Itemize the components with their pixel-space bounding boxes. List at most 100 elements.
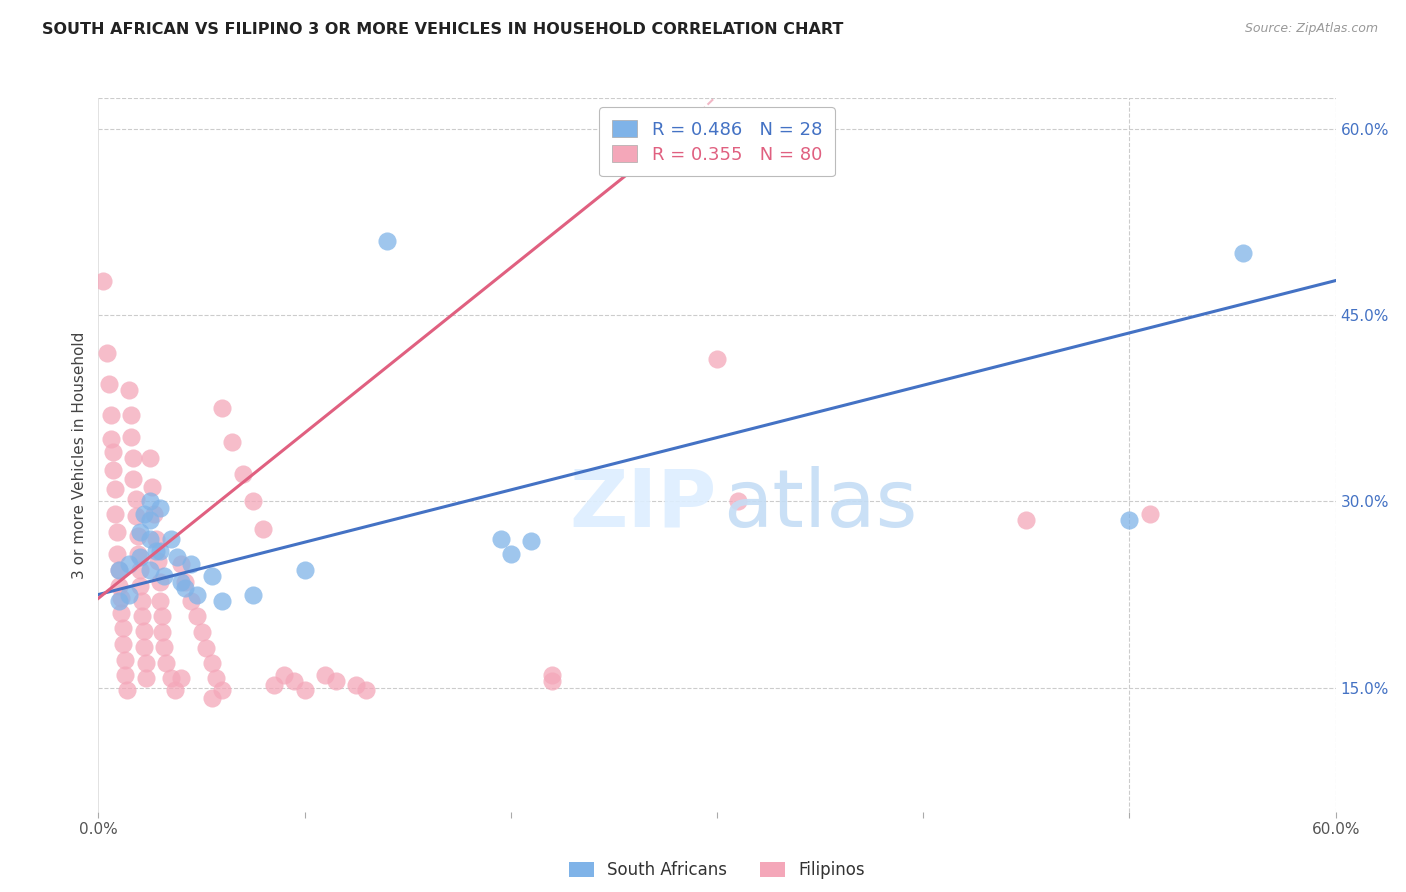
- Point: [211, 593, 233, 607]
- Point: [120, 408, 142, 422]
- Point: [159, 671, 181, 685]
- Point: [117, 683, 139, 698]
- Point: [150, 624, 173, 639]
- Point: [153, 640, 176, 654]
- Point: [141, 479, 163, 493]
- Point: [242, 494, 264, 508]
- Point: [135, 656, 157, 670]
- Point: [91, 274, 114, 288]
- Point: [139, 563, 162, 577]
- Point: [242, 588, 264, 602]
- Point: [143, 507, 166, 521]
- Point: [105, 525, 128, 540]
- Point: [159, 532, 181, 546]
- Point: [155, 656, 177, 670]
- Point: [232, 467, 254, 482]
- Point: [112, 637, 135, 651]
- Point: [489, 532, 512, 546]
- Point: [135, 671, 157, 685]
- Point: [132, 624, 155, 638]
- Point: [170, 557, 193, 571]
- Point: [100, 408, 122, 422]
- Point: [127, 529, 149, 543]
- Point: [153, 569, 176, 583]
- Point: [201, 690, 224, 705]
- Point: [122, 450, 145, 465]
- Point: [127, 547, 149, 561]
- Point: [148, 554, 170, 568]
- Point: [174, 575, 197, 590]
- Point: [139, 450, 162, 465]
- Point: [1139, 507, 1161, 521]
- Point: [139, 513, 162, 527]
- Point: [108, 579, 131, 593]
- Point: [221, 434, 243, 449]
- Point: [149, 575, 172, 590]
- Point: [114, 653, 136, 667]
- Point: [263, 678, 285, 692]
- Point: [110, 606, 132, 620]
- Point: [283, 674, 305, 689]
- Point: [101, 463, 124, 477]
- Point: [166, 550, 188, 565]
- Point: [541, 668, 564, 682]
- Point: [273, 668, 295, 682]
- Point: [201, 569, 224, 583]
- Text: atlas: atlas: [723, 466, 918, 544]
- Point: [211, 401, 233, 416]
- Point: [97, 376, 120, 391]
- Point: [124, 509, 146, 524]
- Point: [149, 500, 172, 515]
- Point: [118, 588, 141, 602]
- Point: [139, 494, 162, 508]
- Point: [375, 234, 398, 248]
- Point: [1118, 513, 1140, 527]
- Point: [131, 593, 153, 607]
- Point: [149, 544, 172, 558]
- Point: [118, 557, 141, 571]
- Point: [108, 563, 131, 577]
- Point: [128, 579, 150, 593]
- Point: [131, 608, 153, 623]
- Point: [122, 472, 145, 486]
- Point: [1232, 246, 1254, 260]
- Point: [128, 563, 150, 577]
- Point: [194, 640, 217, 655]
- Point: [344, 678, 367, 692]
- Point: [96, 345, 118, 359]
- Point: [101, 445, 124, 459]
- Point: [186, 608, 208, 623]
- Point: [128, 525, 150, 540]
- Point: [252, 522, 274, 536]
- Point: [145, 544, 167, 558]
- Point: [149, 593, 172, 607]
- Point: [499, 547, 522, 561]
- Point: [186, 588, 208, 602]
- Point: [108, 563, 131, 577]
- Y-axis label: 3 or more Vehicles in Household: 3 or more Vehicles in Household: [72, 331, 87, 579]
- Point: [211, 683, 233, 698]
- Point: [541, 674, 564, 689]
- Point: [132, 640, 155, 654]
- Point: [139, 532, 162, 546]
- Point: [325, 674, 347, 689]
- Point: [174, 582, 197, 596]
- Point: [170, 575, 193, 590]
- Point: [124, 491, 146, 506]
- Point: [205, 671, 228, 685]
- Point: [100, 433, 122, 447]
- Point: [170, 671, 193, 685]
- Point: [110, 591, 132, 606]
- Point: [132, 507, 155, 521]
- Point: [1015, 513, 1038, 527]
- Point: [727, 494, 749, 508]
- Point: [314, 668, 336, 682]
- Point: [128, 550, 150, 565]
- Point: [190, 624, 212, 639]
- Text: ZIP: ZIP: [569, 466, 717, 544]
- Point: [105, 547, 128, 561]
- Text: Source: ZipAtlas.com: Source: ZipAtlas.com: [1244, 22, 1378, 36]
- Point: [706, 351, 728, 366]
- Point: [114, 668, 136, 682]
- Point: [104, 507, 127, 521]
